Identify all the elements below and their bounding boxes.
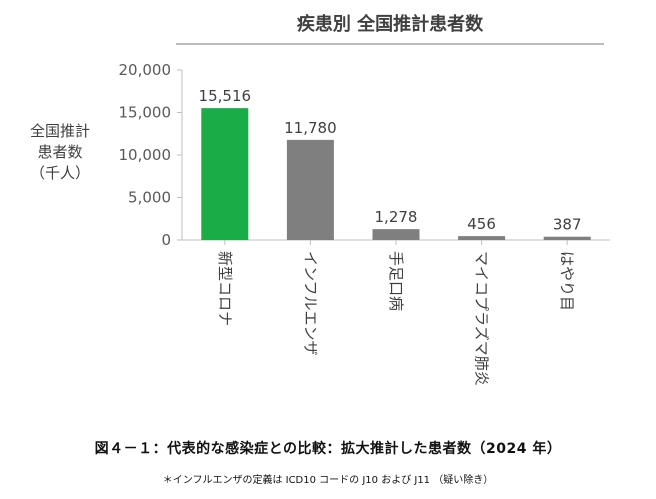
figure-caption: 図４－１：代表的な感染症との比較：拡大推計した患者数（2024 年） xyxy=(94,441,562,457)
y-tick-label: 10,000 xyxy=(119,146,172,164)
bar xyxy=(372,229,420,240)
bar xyxy=(458,236,506,240)
bars: 15,516 新型コロナ 11,780 インフルエンザ 1,278 手足口病 456 マイコプ… xyxy=(199,87,591,386)
y-axis-label-line: 全国推計 xyxy=(30,122,90,140)
category-label: インフルエンザ xyxy=(301,251,319,356)
y-axis-label-line: 患者数 xyxy=(37,143,82,161)
y-tick-label: 5,000 xyxy=(128,189,171,207)
bar xyxy=(201,108,249,240)
axes: 0 5,000 10,000 15,000 20,000 xyxy=(119,61,610,249)
data-label: 456 xyxy=(467,215,496,233)
data-label: 11,780 xyxy=(284,119,337,137)
figure-note: ＊インフルエンザの定義は ICD10 コードの J10 および J11 （疑い除… xyxy=(162,475,494,486)
category-label: マイコプラズマ肺炎 xyxy=(473,251,491,386)
data-label: 387 xyxy=(553,216,582,234)
y-tick-label: 20,000 xyxy=(119,61,172,79)
chart-title: 疾患別 全国推計患者数 xyxy=(297,13,484,35)
bar xyxy=(286,139,334,240)
data-label: 15,516 xyxy=(199,87,252,105)
y-tick-label: 15,000 xyxy=(119,104,172,122)
category-label: 手足口病 xyxy=(387,251,405,311)
category-label: はやり目 xyxy=(558,251,576,311)
y-axis-label: 全国推計患者数 （千人） xyxy=(30,122,90,182)
data-label: 1,278 xyxy=(375,208,418,226)
y-axis-label-line: （千人） xyxy=(30,164,90,182)
bar-chart: 疾患別 全国推計患者数 全国推計患者数 （千人） 0 5,000 10,000 15,0… xyxy=(30,13,610,386)
category-label: 新型コロナ xyxy=(216,251,234,326)
y-tick-label: 0 xyxy=(161,231,171,249)
bar xyxy=(543,236,591,240)
